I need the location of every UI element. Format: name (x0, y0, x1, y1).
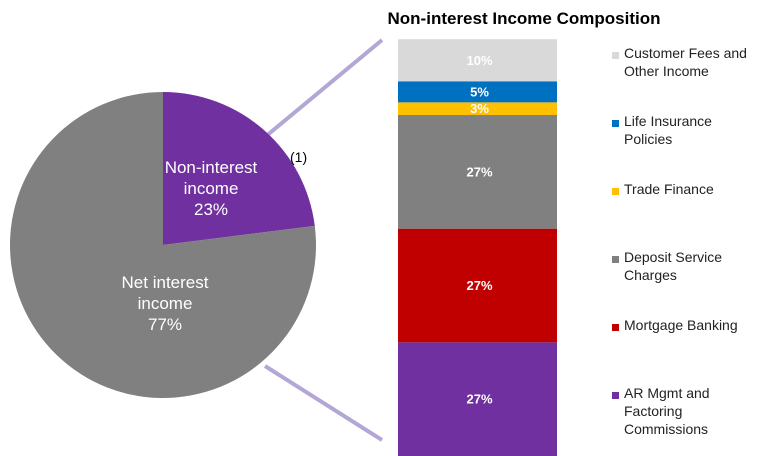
connector-line-bottom (263, 364, 384, 442)
composition-title: Non-interest Income Composition (388, 9, 661, 28)
connector-line-top (263, 38, 384, 139)
pie-label-non-interest-income: Non-interest income 23% (165, 158, 258, 219)
bar-segment-ar-mgmt-and-factoring-commissions (398, 342, 557, 456)
legend-label-deposit-service-charges: Deposit Service Charges (624, 249, 722, 283)
connector-lines (263, 38, 384, 442)
income-pie-chart: Non-interest income 23% Net interest income 7… (9, 92, 316, 398)
pie-label-net-interest-income: Net interest income 77% (122, 273, 209, 334)
legend-swatch-customer-fees-and-other-income (612, 52, 619, 59)
legend-label-trade-finance: Trade Finance (624, 181, 714, 197)
pie-slice-net-interest-income (9, 92, 316, 398)
bar-label-life-insurance-policies: 5% (470, 84, 489, 99)
bar-segment-life-insurance-policies (398, 81, 557, 103)
bar-segment-mortgage-banking (398, 228, 557, 343)
bar-label-deposit-service-charges: 27% (466, 164, 492, 179)
legend-swatch-trade-finance (612, 188, 619, 195)
legend-swatch-deposit-service-charges (612, 256, 619, 263)
composition-legend: Customer Fees and Other Income Life Insura… (612, 45, 747, 437)
non-interest-stacked-bar: 27% 27% 27% 3% 5% 10% (398, 39, 557, 456)
legend-swatch-mortgage-banking (612, 324, 619, 331)
bar-label-customer-fees-and-other-income: 10% (466, 53, 492, 68)
legend-label-ar-mgmt-and-factoring-commissions: AR Mgmt and Factoring Commissions (624, 385, 710, 437)
footnote-marker: (1) (290, 149, 307, 165)
legend-swatch-ar-mgmt-and-factoring-commissions (612, 392, 619, 399)
legend-swatch-life-insurance-policies (612, 120, 619, 127)
legend-label-mortgage-banking: Mortgage Banking (624, 317, 738, 333)
bar-segment-customer-fees-and-other-income (398, 39, 557, 82)
bar-label-trade-finance: 3% (470, 101, 489, 116)
legend-label-customer-fees-and-other-income: Customer Fees and Other Income (624, 45, 747, 79)
legend-label-life-insurance-policies: Life Insurance Policies (624, 113, 712, 147)
bar-segment-deposit-service-charges (398, 114, 557, 229)
bar-label-mortgage-banking: 27% (466, 278, 492, 293)
pie-slice-non-interest-income (163, 92, 315, 245)
bar-label-ar-mgmt-and-factoring-commissions: 27% (466, 392, 492, 407)
bar-segment-trade-finance (398, 102, 557, 115)
